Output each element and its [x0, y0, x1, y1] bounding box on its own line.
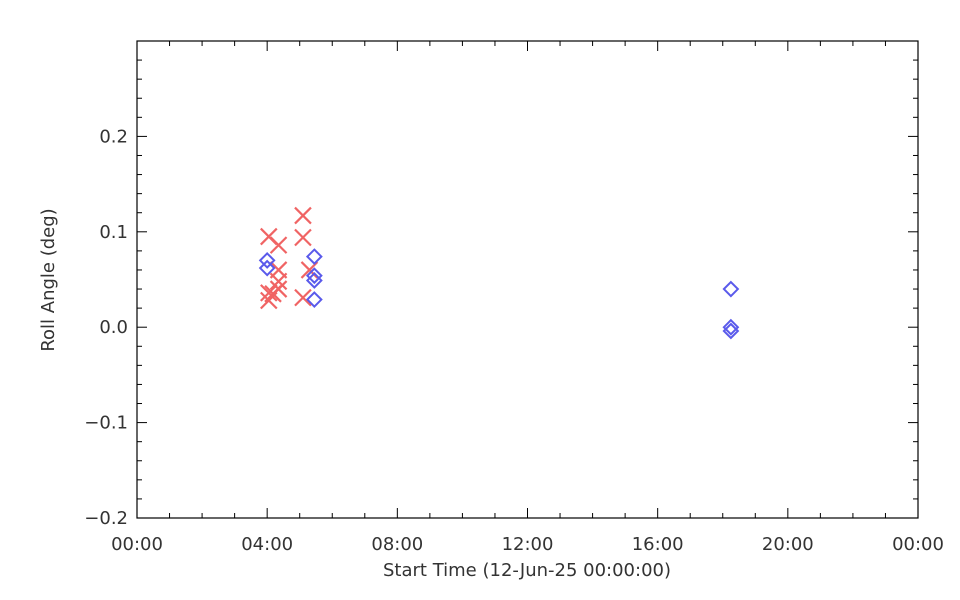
diamond-marker [258, 252, 276, 269]
x-marker [294, 206, 312, 225]
plot-frame [136, 40, 919, 519]
diamond-marker [305, 248, 323, 266]
diamond-marker [305, 291, 323, 308]
y-tick-label: −0.1 [84, 413, 128, 434]
diamond-marker [305, 272, 323, 289]
x-tick-label: 00:00 [111, 534, 163, 555]
x-tick-label: 08:00 [371, 534, 423, 555]
diamond-marker [722, 318, 740, 336]
y-tick-label: 0.0 [99, 317, 128, 338]
plot-marks [258, 206, 740, 340]
x-tick-label: 16:00 [632, 534, 684, 555]
x-marker [269, 236, 288, 254]
x-tick-label: 12:00 [502, 534, 554, 555]
x-tick-label: 20:00 [762, 534, 814, 555]
x-tick-label: 00:00 [892, 534, 944, 555]
x-marker [260, 284, 278, 302]
x-marker [269, 280, 288, 298]
axis-ticks [136, 40, 919, 519]
diamond-marker [722, 322, 740, 340]
x-axis-title: Start Time (12-Jun-25 00:00:00) [383, 560, 671, 581]
diamond-marker [305, 267, 323, 285]
diamond-marker [258, 259, 276, 277]
y-tick-label: 0.1 [99, 222, 128, 243]
diamond-marker [722, 280, 740, 298]
x-tick-label: 04:00 [241, 534, 293, 555]
y-tick-label: −0.2 [84, 508, 128, 529]
x-marker [294, 228, 312, 247]
y-tick-label: 0.2 [99, 126, 128, 147]
x-marker [269, 272, 288, 291]
x-marker [294, 288, 312, 307]
y-axis-title: Roll Angle (deg) [38, 208, 59, 351]
x-tick-labels: 00:00 04:00 08:00 12:00 16:00 20:00 00:00 [111, 534, 944, 555]
y-tick-labels: −0.2 −0.1 0.0 0.1 0.2 [84, 126, 128, 529]
